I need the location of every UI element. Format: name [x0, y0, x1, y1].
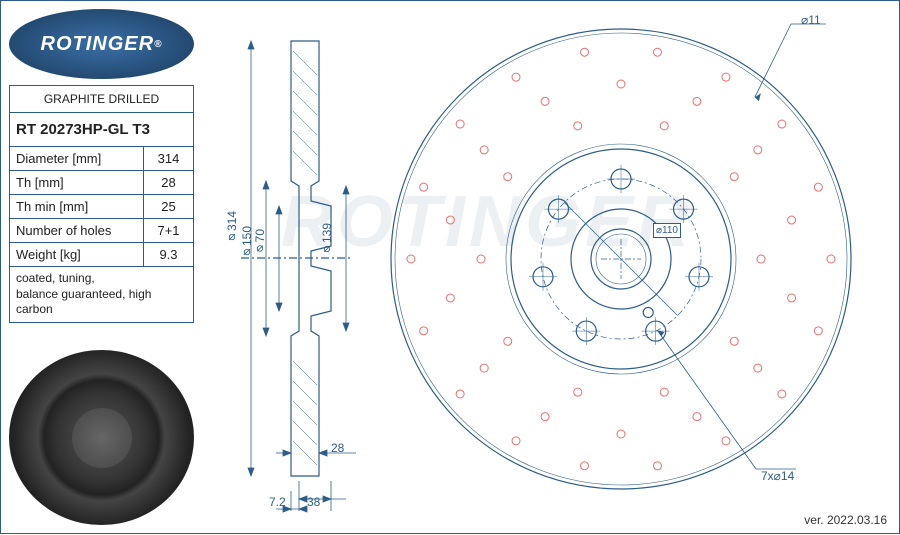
spec-value: 314: [144, 147, 194, 171]
spec-notes: coated, tuning, balance guaranteed, high…: [10, 267, 194, 323]
side-view-drawing: [221, 21, 361, 501]
spec-label: Th min [mm]: [10, 195, 144, 219]
brand-text: ROTINGER: [41, 33, 155, 56]
table-row: Weight [kg]9.3: [10, 243, 194, 267]
dim-pcd: ⌀110: [653, 223, 681, 238]
spec-label: Th [mm]: [10, 171, 144, 195]
spec-label: Weight [kg]: [10, 243, 144, 267]
product-type: GRAPHITE DRILLED: [10, 86, 194, 113]
dim-offset72: 7.2: [269, 495, 286, 509]
dim-bolt: 7x⌀14: [761, 469, 794, 483]
spec-table: GRAPHITE DRILLED RT 20273HP-GL T3 Diamet…: [9, 85, 194, 323]
brand-logo: ROTINGER®: [9, 9, 194, 79]
part-number: RT 20273HP-GL T3: [10, 113, 194, 147]
dim-d139: ⌀139: [320, 223, 334, 257]
technical-drawing: ⌀314 ⌀150 ⌀70 ⌀139 28 7.2 38 ⌀11 7x⌀14 ⌀…: [201, 1, 900, 535]
spec-value: 7+1: [144, 219, 194, 243]
dim-th28: 28: [331, 441, 344, 455]
dim-d150: ⌀150: [240, 226, 254, 260]
spec-value: 25: [144, 195, 194, 219]
front-view-drawing: [376, 9, 866, 499]
dim-hub38: 38: [307, 495, 320, 509]
spec-value: 9.3: [144, 243, 194, 267]
table-row: Th min [mm]25: [10, 195, 194, 219]
dim-d314: ⌀314: [225, 211, 239, 245]
table-row: Diameter [mm]314: [10, 147, 194, 171]
spec-value: 28: [144, 171, 194, 195]
dim-d70: ⌀70: [253, 229, 267, 256]
registered-mark: ®: [154, 39, 162, 50]
table-row: Th [mm]28: [10, 171, 194, 195]
version-label: ver. 2022.03.16: [804, 513, 887, 527]
dim-drill: ⌀11: [801, 13, 821, 27]
table-row: Number of holes7+1: [10, 219, 194, 243]
product-photo: [9, 350, 194, 525]
spec-label: Diameter [mm]: [10, 147, 144, 171]
spec-label: Number of holes: [10, 219, 144, 243]
